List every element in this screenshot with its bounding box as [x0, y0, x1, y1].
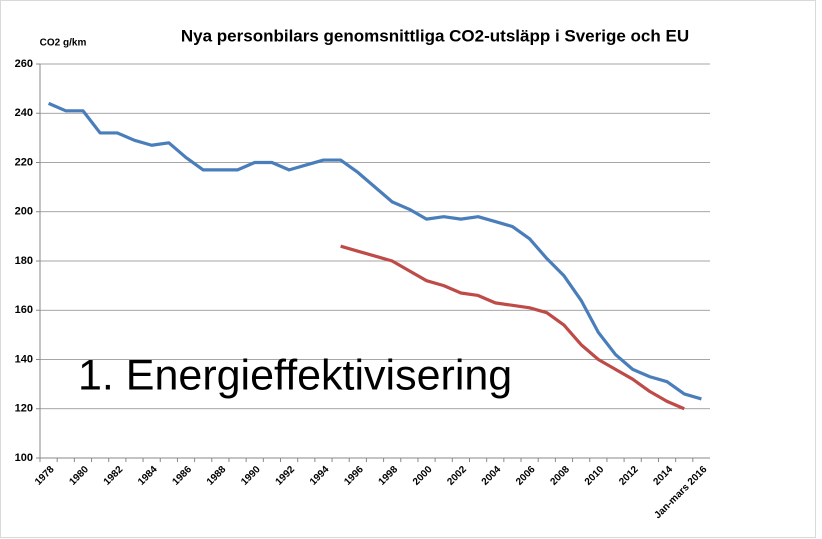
y-tick-label: 200: [15, 206, 33, 218]
y-tick-label: 240: [15, 107, 33, 119]
annotation: 1. Energieffektivisering: [78, 351, 512, 399]
line-series: [340, 244, 685, 411]
y-tick-label: 180: [15, 255, 33, 267]
y-tick-label: 160: [15, 304, 33, 316]
y-tick-label: 100: [15, 452, 33, 464]
y-tick-label: 220: [15, 156, 33, 168]
y-tick-label: 140: [15, 353, 33, 365]
chart-title: Nya personbilars genomsnittliga CO2-utsl…: [181, 26, 689, 45]
line-series: [47, 101, 702, 401]
y-axis-label: CO2 g/km: [40, 38, 87, 49]
y-tick-label: 260: [15, 58, 33, 70]
y-tick-label: 120: [15, 403, 33, 415]
